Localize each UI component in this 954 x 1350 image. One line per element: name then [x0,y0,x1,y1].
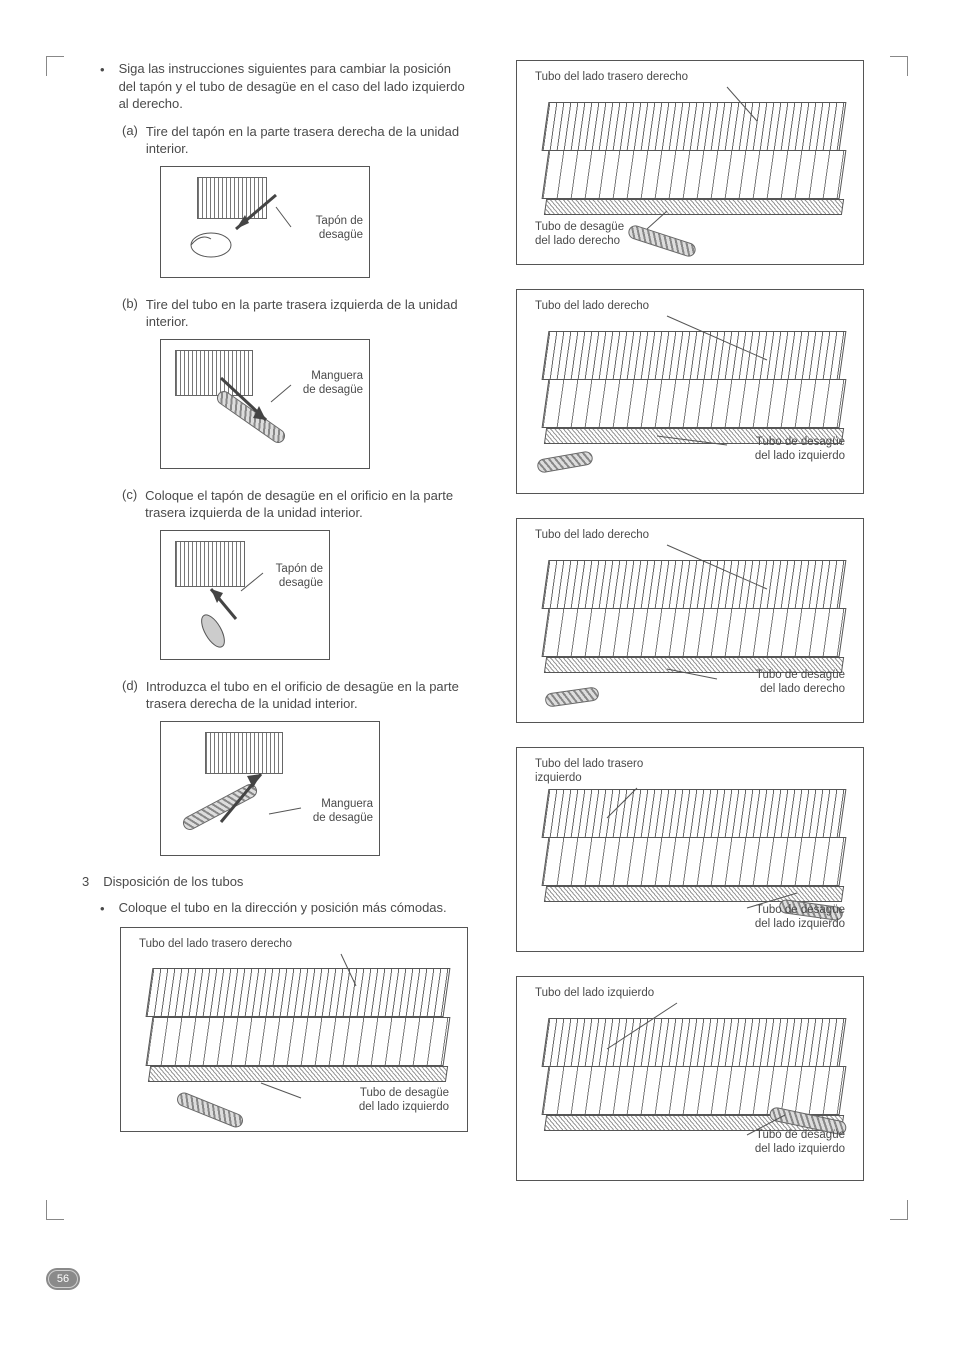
fig-bottom-label: Tubo de desagüe [360,1087,449,1100]
fig-label: desagüe [319,229,363,242]
fig-bottom-label: del lado izquierdo [755,450,845,463]
fig-label: Manguera [311,370,363,383]
figure-b: Manguera de desagüe [160,339,370,469]
step-b: (b) Tire del tubo en la parte trasera iz… [122,296,468,331]
bullet-text: Coloque el tubo en la dirección y posici… [119,899,447,917]
section-number: 3 [82,874,89,889]
fig-bottom-label: Tubo de desagüe [756,436,845,449]
figure-r3: Tubo del lado derecho Tubo de desagüe de… [516,518,864,723]
fig-label: desagüe [279,577,323,590]
step-text: Tire del tubo en la parte trasera izquie… [146,296,468,331]
step-text: Coloque el tapón de desagüe en el orific… [145,487,468,522]
figure-r4: Tubo del lado trasero izquierdo Tubo de … [516,747,864,952]
figure-r2: Tubo del lado derecho Tubo de desagüe de… [516,289,864,494]
figure-a: Tapón de desagüe [160,166,370,278]
section-3-heading: 3 Disposición de los tubos [82,874,468,889]
fig-bottom-label: del lado izquierdo [755,1143,845,1156]
step-text: Introduzca el tubo en el orificio de des… [146,678,468,713]
figure-left-bottom: Tubo del lado trasero derecho Tubo de de… [120,927,468,1132]
page-number: 56 [46,1268,80,1290]
crop-mark [46,1200,64,1220]
intro-bullet: • Siga las instrucciones siguientes para… [100,60,468,113]
arrow-icon [161,340,369,468]
crop-mark [46,56,64,76]
bullet-icon: • [100,60,105,113]
columns: • Siga las instrucciones siguientes para… [50,60,904,1205]
step-tag: (a) [122,123,138,158]
fig-bottom-label: Tubo de desagüe [756,904,845,917]
figure-r1: Tubo del lado trasero derecho Tubo de de… [516,60,864,265]
fig-bottom-label: Tubo de desagüe [756,669,845,682]
fig-bottom-label: Tubo de desagüe [535,221,624,234]
figure-c: Tapón de desagüe [160,530,330,660]
fig-bottom-label: del lado izquierdo [359,1101,449,1114]
illustration [161,531,329,659]
bullet-icon: • [100,899,105,917]
bullet-2: • Coloque el tubo en la dirección y posi… [100,899,468,917]
fig-bottom-label: del lado izquierdo [755,918,845,931]
arrow-icon [161,722,379,855]
crop-mark [890,56,908,76]
column-right: Tubo del lado trasero derecho Tubo de de… [498,60,878,1205]
arrow-icon [161,531,329,659]
column-left: • Siga las instrucciones siguientes para… [50,60,468,1205]
fig-label: de desagüe [303,384,363,397]
step-d: (d) Introduzca el tubo en el orificio de… [122,678,468,713]
section-title: Disposición de los tubos [103,874,243,889]
step-tag: (d) [122,678,138,713]
figure-d: Manguera de desagüe [160,721,380,856]
step-tag: (c) [122,487,137,522]
fig-bottom-label: Tubo de desagüe [756,1129,845,1142]
fig-label: Manguera [321,798,373,811]
page: • Siga las instrucciones siguientes para… [0,0,954,1350]
fig-label: Tapón de [316,215,363,228]
fig-label: Tapón de [276,563,323,576]
fig-bottom-label: del lado derecho [535,235,620,248]
illustration [161,722,379,855]
intro-text: Siga las instrucciones siguientes para c… [119,60,468,113]
step-text: Tire del tapón en la parte trasera derec… [146,123,468,158]
step-c: (c) Coloque el tapón de desagüe en el or… [122,487,468,522]
illustration [161,340,369,468]
step-tag: (b) [122,296,138,331]
fig-label: de desagüe [313,812,373,825]
crop-mark [890,1200,908,1220]
step-a: (a) Tire del tapón en la parte trasera d… [122,123,468,158]
figure-r5: Tubo del lado izquierdo Tubo de desagüe … [516,976,864,1181]
fig-bottom-label: del lado derecho [760,683,845,696]
